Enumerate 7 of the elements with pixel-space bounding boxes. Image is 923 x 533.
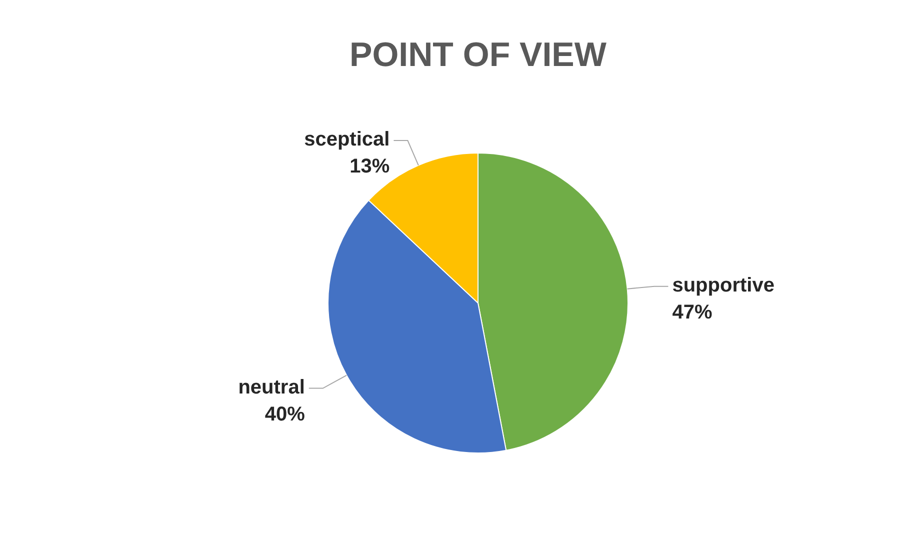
chart-title: POINT OF VIEW [350, 36, 608, 74]
slice-label: supportive [672, 274, 774, 296]
data-label: 13% [350, 156, 390, 178]
data-label: 40% [264, 403, 306, 426]
slice-label: sceptical [304, 128, 390, 151]
slice-label: neutral [238, 376, 305, 398]
data-label: 47% [672, 301, 712, 324]
